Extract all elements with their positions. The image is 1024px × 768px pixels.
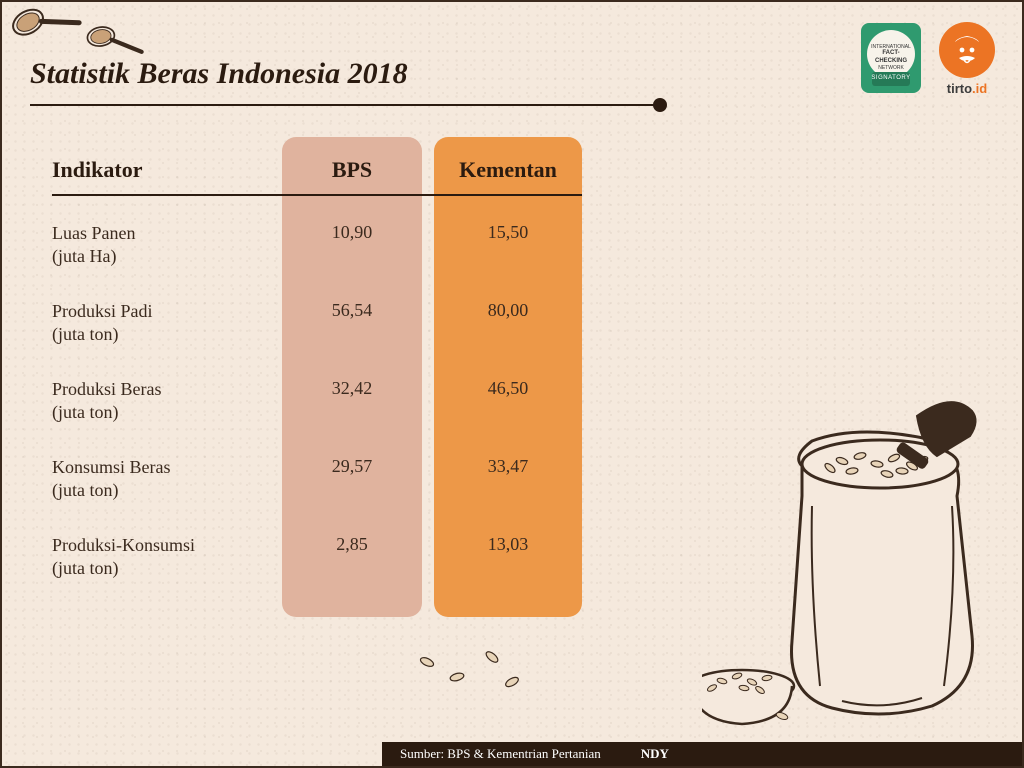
row-value-bps: 29,57	[282, 456, 422, 477]
credit-text: NDY	[641, 746, 669, 762]
row-value-bps: 56,54	[282, 300, 422, 321]
row-value-kementan: 46,50	[434, 378, 582, 399]
scattered-grain-icon	[412, 642, 532, 702]
row-value-kementan: 80,00	[434, 300, 582, 321]
header-rule	[52, 194, 582, 196]
header-bps: BPS	[282, 157, 422, 183]
header-indicator: Indikator	[52, 157, 142, 183]
row-value-bps: 32,42	[282, 378, 422, 399]
row-value-bps: 2,85	[282, 534, 422, 555]
title-rule-dot	[653, 98, 667, 112]
row-label: Produksi Beras(juta ton)	[52, 378, 272, 423]
rice-sack-illustration	[702, 386, 1002, 706]
fact-check-badge: INTERNATIONAL FACT-CHECKING NETWORK SIGN…	[860, 22, 922, 94]
tirto-text: tirto.id	[947, 81, 987, 96]
tirto-logo: tirto.id	[932, 22, 1002, 96]
row-label: Produksi-Konsumsi(juta ton)	[52, 534, 272, 579]
row-label: Konsumsi Beras(juta ton)	[52, 456, 272, 501]
row-label: Luas Panen(juta Ha)	[52, 222, 272, 267]
row-value-kementan: 13,03	[434, 534, 582, 555]
source-text: Sumber: BPS & Kementrian Pertanian	[400, 746, 601, 762]
row-label: Produksi Padi(juta ton)	[52, 300, 272, 345]
header-kementan: Kementan	[434, 157, 582, 183]
badge-signatory: SIGNATORY	[860, 75, 922, 81]
page-title: Statistik Beras Indonesia 2018	[30, 57, 408, 91]
badge-line: NETWORK	[867, 65, 915, 71]
row-value-kementan: 33,47	[434, 456, 582, 477]
infographic-canvas: INTERNATIONAL FACT-CHECKING NETWORK SIGN…	[0, 0, 1024, 768]
row-value-bps: 10,90	[282, 222, 422, 243]
badge-line: FACT-CHECKING	[867, 50, 915, 65]
title-rule	[30, 104, 660, 106]
source-bar: Sumber: BPS & Kementrian Pertanian NDY	[382, 742, 1022, 766]
row-value-kementan: 15,50	[434, 222, 582, 243]
